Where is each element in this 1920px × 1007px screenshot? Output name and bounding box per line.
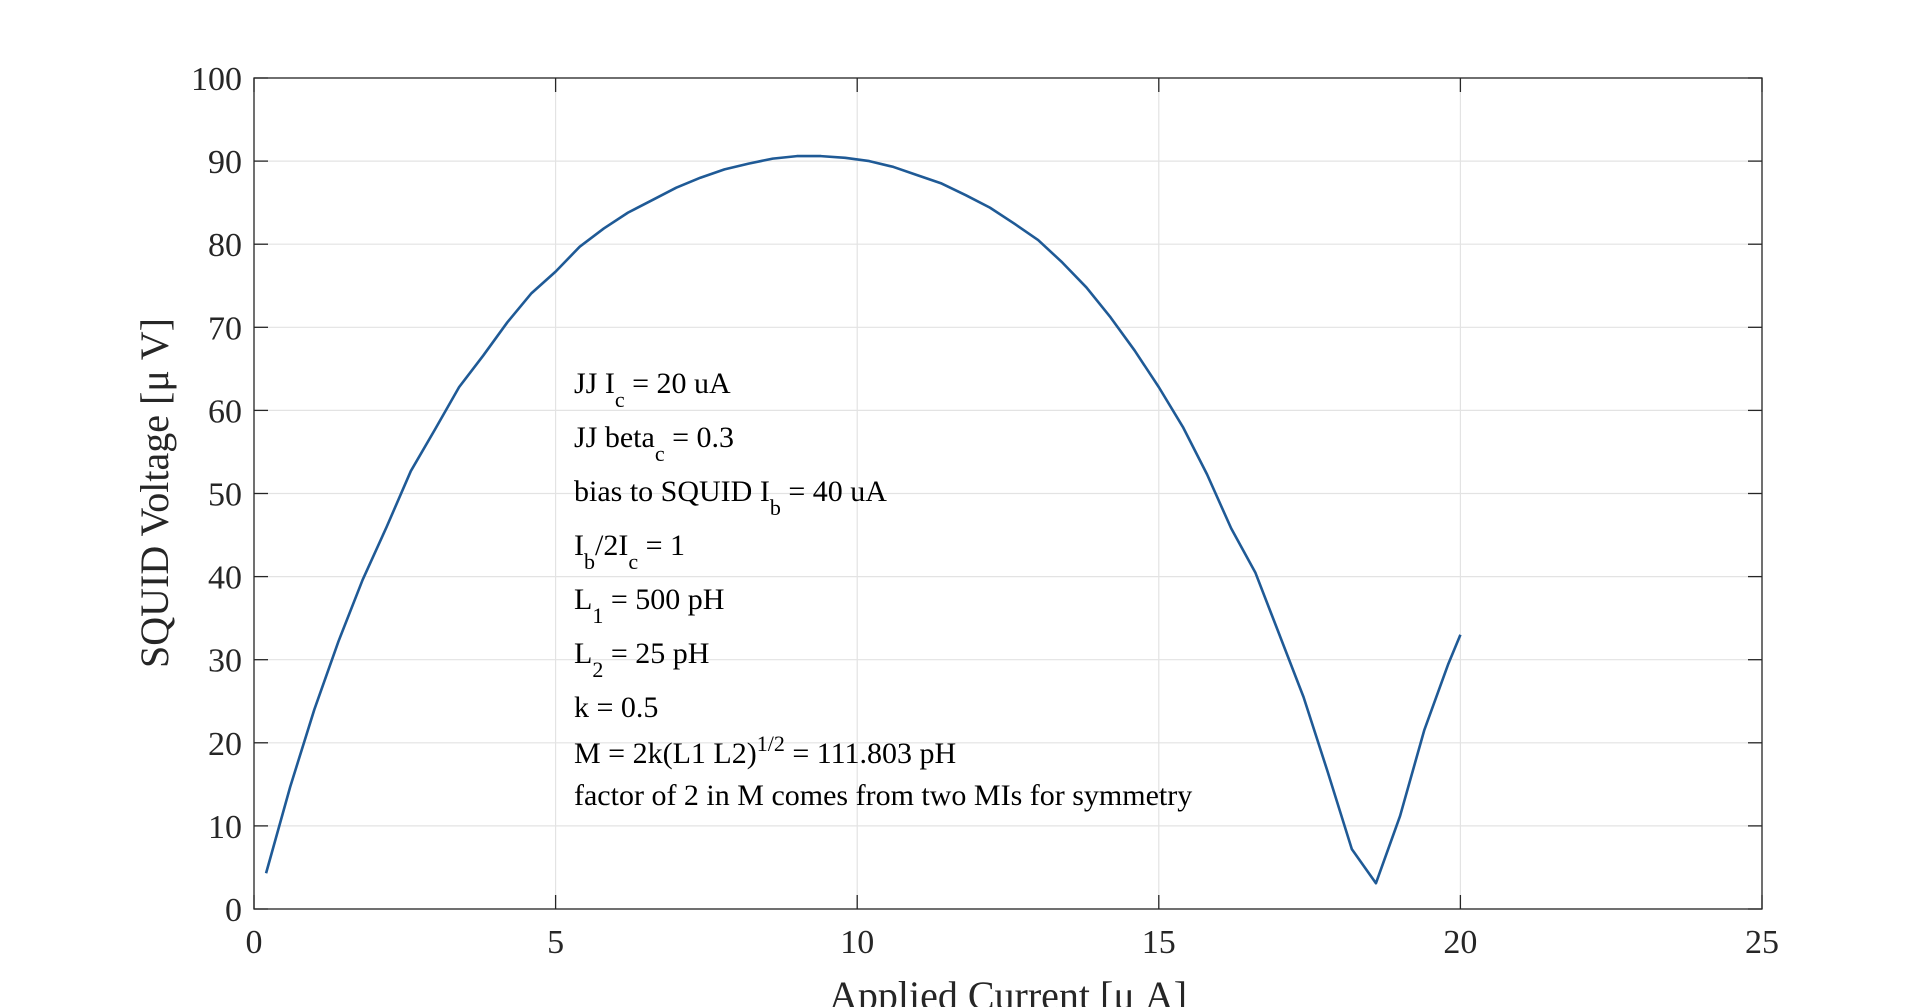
x-tick-label-0: 0 [246,924,263,961]
y-tick-label-2: 20 [208,726,242,763]
series-layer [264,154,1462,885]
x-axis-label: Applied Current [μ A] [829,973,1187,1007]
y-tick-label-7: 70 [208,310,242,347]
annotation-line-8: M = 2k(L1 L2)1/2 = 111.803 pH [574,731,956,770]
y-tick-label-4: 40 [208,560,242,597]
parameter-annotation: JJ Ic = 20 uA JJ betac = 0.3 bias to SQU… [574,367,1192,812]
x-tick-label-3: 15 [1142,924,1176,961]
x-tick-label-5: 25 [1745,924,1779,961]
annotation-line-5: L1 = 500 pH [574,583,724,628]
y-tick-label-5: 50 [208,477,242,514]
y-axis-label: SQUID Voltage [μ V] [132,318,177,668]
annotation-line-4: Ib/2Ic = 1 [574,529,685,574]
annotation-line-3: bias to SQUID Ib = 40 uA [574,475,887,520]
annotation-line-2: JJ betac = 0.3 [574,421,734,466]
annotation-line-7: k = 0.5 [574,691,658,724]
x-tick-label-1: 5 [547,924,564,961]
annotation-line-1: JJ Ic = 20 uA [574,367,731,412]
y-tick-label-10: 100 [191,61,242,98]
series-line-0 [264,154,1462,885]
y-tick-label-3: 30 [208,643,242,680]
axis-ticks: 0 5 10 15 20 25 0 10 20 30 40 50 60 70 80 90 100 [191,61,1779,961]
x-tick-label-4: 20 [1443,924,1477,961]
annotation-line-9: factor of 2 in M comes from two MIs for … [574,779,1192,812]
x-tick-label-2: 10 [840,924,874,961]
y-tick-label-1: 10 [208,809,242,846]
y-tick-label-9: 90 [208,144,242,181]
y-tick-label-0: 0 [225,892,242,929]
annotation-line-6: L2 = 25 pH [574,637,709,682]
y-tick-label-8: 80 [208,227,242,264]
y-tick-label-6: 60 [208,393,242,430]
